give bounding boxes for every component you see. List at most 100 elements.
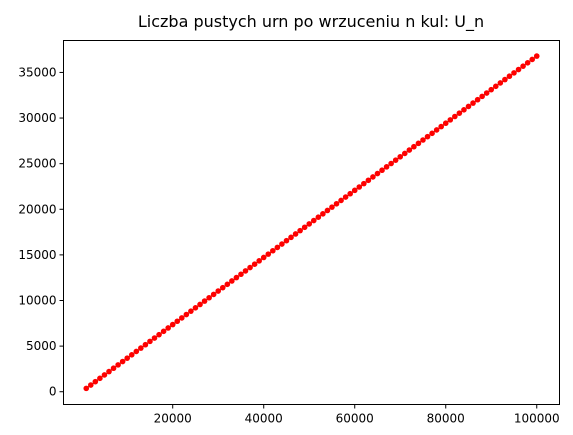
data-point bbox=[133, 348, 140, 355]
data-point bbox=[174, 318, 181, 325]
data-point bbox=[251, 261, 258, 267]
data-point bbox=[119, 358, 126, 365]
data-point bbox=[342, 194, 349, 200]
data-point bbox=[506, 73, 513, 80]
data-point bbox=[215, 288, 222, 294]
data-point bbox=[433, 127, 440, 133]
data-point bbox=[415, 140, 422, 147]
data-point bbox=[233, 274, 240, 281]
data-point bbox=[465, 103, 472, 110]
data-point bbox=[502, 76, 508, 83]
data-point bbox=[169, 321, 176, 328]
data-point bbox=[338, 197, 344, 204]
data-point bbox=[101, 372, 108, 378]
data-point bbox=[256, 258, 262, 264]
data-point bbox=[160, 328, 167, 335]
y-tick-label: 5000 bbox=[26, 339, 57, 353]
data-point bbox=[224, 281, 231, 288]
data-point bbox=[461, 106, 467, 113]
y-axis: 0 5000 10000 15000 20000 25000 30000 35000 bbox=[18, 65, 64, 399]
data-point bbox=[392, 157, 399, 163]
data-point bbox=[297, 227, 303, 234]
data-point bbox=[165, 325, 171, 331]
data-point bbox=[92, 378, 99, 385]
y-tick-label: 30000 bbox=[18, 111, 56, 125]
data-point bbox=[229, 278, 235, 284]
data-point bbox=[288, 234, 294, 241]
data-point bbox=[124, 355, 131, 361]
data-point bbox=[320, 211, 326, 217]
data-point bbox=[397, 153, 404, 160]
y-tick-label: 0 bbox=[49, 385, 57, 399]
data-point bbox=[147, 338, 153, 345]
x-tick-label: 60000 bbox=[336, 412, 374, 426]
data-point bbox=[183, 311, 190, 318]
data-point bbox=[329, 204, 335, 210]
data-point bbox=[452, 113, 458, 120]
data-point bbox=[88, 382, 94, 388]
data-point bbox=[210, 291, 217, 298]
data-point bbox=[533, 53, 540, 59]
data-point bbox=[356, 184, 363, 190]
data-point bbox=[456, 110, 463, 116]
data-point bbox=[138, 345, 144, 351]
data-point bbox=[306, 221, 313, 227]
y-tick-label: 35000 bbox=[18, 65, 56, 79]
data-point bbox=[347, 190, 353, 197]
data-point bbox=[315, 214, 322, 220]
data-point bbox=[260, 254, 267, 261]
data-point bbox=[179, 315, 185, 321]
x-tick-label: 40000 bbox=[245, 412, 283, 426]
plot-area bbox=[83, 53, 540, 392]
data-point bbox=[470, 100, 476, 106]
data-point bbox=[447, 117, 454, 123]
data-point bbox=[292, 231, 299, 237]
data-point bbox=[351, 187, 358, 194]
y-tick-label: 10000 bbox=[18, 294, 56, 308]
y-tick-label: 20000 bbox=[18, 202, 56, 216]
data-point bbox=[301, 224, 308, 231]
data-point bbox=[106, 368, 112, 375]
data-point bbox=[192, 305, 199, 311]
data-point bbox=[142, 341, 149, 348]
data-point bbox=[128, 352, 135, 358]
y-tick-label: 15000 bbox=[18, 248, 56, 262]
data-point bbox=[310, 217, 317, 224]
data-point bbox=[497, 80, 504, 86]
data-point bbox=[206, 294, 212, 301]
data-point bbox=[420, 137, 426, 143]
data-point bbox=[283, 237, 290, 244]
data-point bbox=[156, 331, 162, 338]
data-point bbox=[365, 177, 372, 184]
underlay-line bbox=[85, 55, 538, 389]
data-point bbox=[151, 335, 158, 341]
x-tick-label: 20000 bbox=[154, 412, 192, 426]
data-point bbox=[333, 200, 340, 207]
data-point bbox=[429, 130, 435, 137]
data-point bbox=[83, 385, 90, 392]
data-point bbox=[279, 241, 285, 247]
chart-title: Liczba pustych urn po wrzuceniu n kul: U… bbox=[138, 12, 484, 32]
data-point bbox=[370, 174, 376, 180]
data-point bbox=[383, 164, 390, 170]
x-axis: 20000 40000 60000 80000 100000 bbox=[154, 404, 560, 426]
data-point bbox=[424, 133, 431, 140]
data-point bbox=[270, 247, 276, 254]
data-point bbox=[442, 120, 449, 127]
data-point bbox=[488, 86, 495, 93]
data-point bbox=[474, 96, 481, 103]
data-point bbox=[529, 56, 535, 63]
data-point bbox=[411, 143, 417, 150]
data-point bbox=[483, 90, 490, 96]
x-tick-label: 100000 bbox=[514, 412, 560, 426]
data-point bbox=[265, 251, 272, 257]
axes-frame bbox=[63, 40, 560, 405]
data-point bbox=[438, 123, 444, 130]
data-point bbox=[242, 268, 249, 274]
data-point bbox=[492, 83, 499, 90]
data-point bbox=[379, 167, 385, 174]
data-point bbox=[110, 365, 117, 372]
data-point bbox=[219, 284, 226, 291]
data-point bbox=[361, 180, 367, 187]
x-tick-label: 80000 bbox=[427, 412, 465, 426]
